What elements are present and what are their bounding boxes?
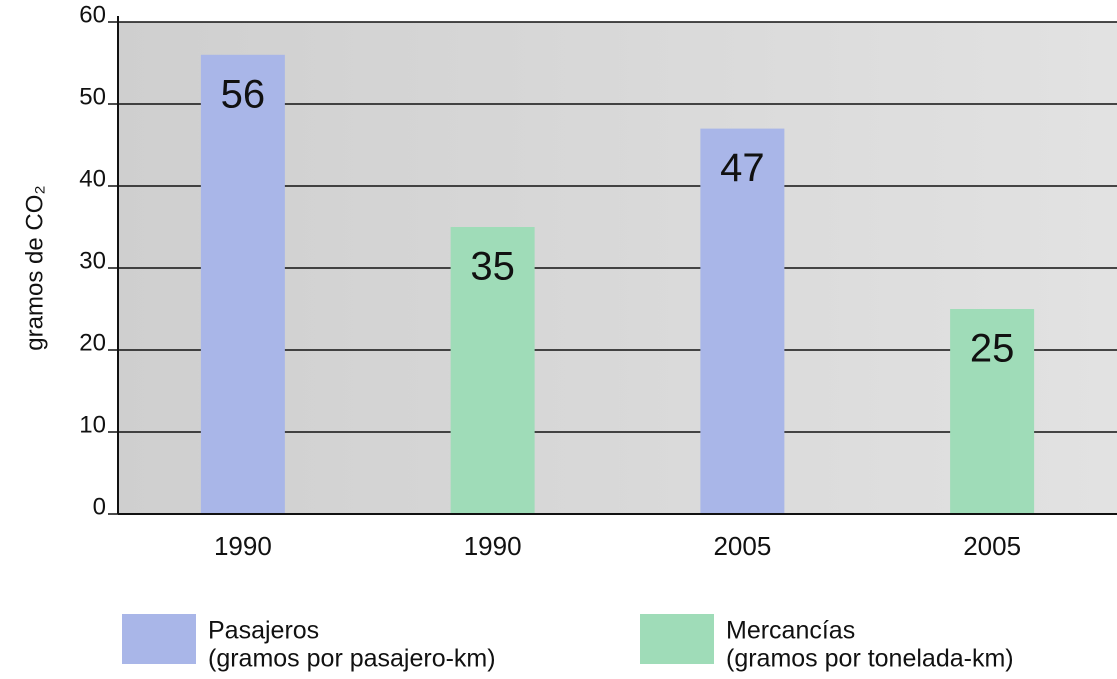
y-tick-label: 10: [79, 411, 106, 438]
y-tick-label: 30: [79, 247, 106, 274]
y-tick-label: 20: [79, 329, 106, 356]
x-tick-label: 1990: [464, 531, 522, 561]
legend-label: Mercancías: [726, 617, 855, 645]
y-tick-label: 40: [79, 165, 106, 192]
bar: [950, 309, 1035, 514]
x-tick-label: 2005: [713, 531, 771, 561]
x-tick-label: 2005: [963, 531, 1021, 561]
bar: [700, 128, 785, 514]
bar: [450, 227, 535, 514]
y-tick-label: 50: [79, 83, 106, 110]
legend-label: Pasajeros: [208, 617, 319, 645]
legend-description: (gramos por tonelada-km): [726, 645, 1014, 673]
value-label: 35: [470, 245, 515, 289]
x-tick-label: 1990: [214, 531, 272, 561]
bar: [200, 54, 285, 515]
legend-swatch: [640, 614, 714, 664]
y-tick-label: 0: [93, 493, 106, 520]
value-label: 25: [970, 327, 1015, 371]
value-label: 47: [720, 146, 765, 190]
y-axis-label: gramos de CO₂: [21, 185, 48, 350]
y-tick-label: 60: [79, 1, 106, 28]
legend-description: (gramos por pasajero-km): [208, 645, 496, 673]
legend-swatch: [122, 614, 196, 664]
value-label: 56: [221, 72, 266, 116]
